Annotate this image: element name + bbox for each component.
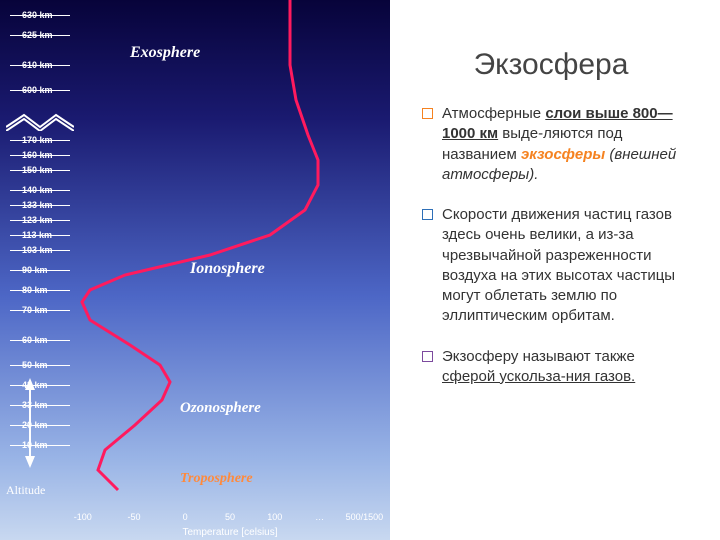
- bullet-item: Экзосферу называют также сферой ускольза…: [422, 347, 686, 388]
- y-tick-label: 610 km: [22, 60, 53, 70]
- x-axis: -100 -50 0 50 100 … 500/1500: [70, 504, 390, 522]
- altitude-arrows-icon: [22, 378, 38, 473]
- y-tick-label: 140 km: [22, 185, 53, 195]
- y-tick-label: 60 km: [22, 335, 48, 345]
- x-tick-label: -100: [74, 512, 92, 522]
- altitude-axis-label: Altitude: [6, 483, 45, 498]
- layer-label-ionosphere: Ionosphere: [190, 260, 265, 278]
- y-tick-label: 50 km: [22, 360, 48, 370]
- x-tick-label: …: [315, 512, 324, 522]
- atmosphere-diagram: 630 km 625 km 610 km 600 km 170 km 160 km 150 …: [0, 0, 390, 540]
- temperature-curve: [70, 0, 390, 500]
- y-tick-label: 103 km: [22, 245, 53, 255]
- y-tick-label: 630 km: [22, 10, 53, 20]
- y-tick-label: 133 km: [22, 200, 53, 210]
- layer-label-exosphere: Exosphere: [130, 44, 200, 62]
- y-tick-label: 70 km: [22, 305, 48, 315]
- layer-label-troposphere: Troposphere: [180, 471, 253, 487]
- layer-label-ozonosphere: Ozonosphere: [180, 400, 261, 417]
- axis-break: [6, 113, 74, 131]
- x-tick-label: 50: [225, 512, 235, 522]
- bullet-list: Атмосферные слои выше 800—1000 км выде-л…: [408, 104, 694, 387]
- y-tick-label: 150 km: [22, 165, 53, 175]
- x-tick-label: 0: [183, 512, 188, 522]
- y-tick-label: 625 km: [22, 30, 53, 40]
- x-tick-label: 500/1500: [346, 512, 384, 522]
- y-tick-label: 80 km: [22, 285, 48, 295]
- y-tick-label: 90 km: [22, 265, 48, 275]
- x-tick-label: -50: [127, 512, 140, 522]
- y-tick-label: 600 km: [22, 85, 53, 95]
- y-tick-label: 113 km: [22, 230, 52, 240]
- text-panel: Экзосфера Атмосферные слои выше 800—1000…: [390, 0, 720, 540]
- bullet-item: Атмосферные слои выше 800—1000 км выде-л…: [422, 104, 686, 185]
- y-tick-label: 123 km: [22, 215, 53, 225]
- slide: 630 km 625 km 610 km 600 km 170 km 160 km 150 …: [0, 0, 720, 540]
- bullet-item: Скорости движения частиц газов здесь оче…: [422, 205, 686, 327]
- temperature-axis-label: Temperature [celsius]: [70, 527, 390, 538]
- slide-title: Экзосфера: [408, 48, 694, 82]
- y-tick-label: 170 km: [22, 135, 53, 145]
- y-tick-label: 160 km: [22, 150, 53, 160]
- x-tick-label: 100: [267, 512, 282, 522]
- y-axis: 630 km 625 km 610 km 600 km 170 km 160 km 150 …: [10, 0, 70, 500]
